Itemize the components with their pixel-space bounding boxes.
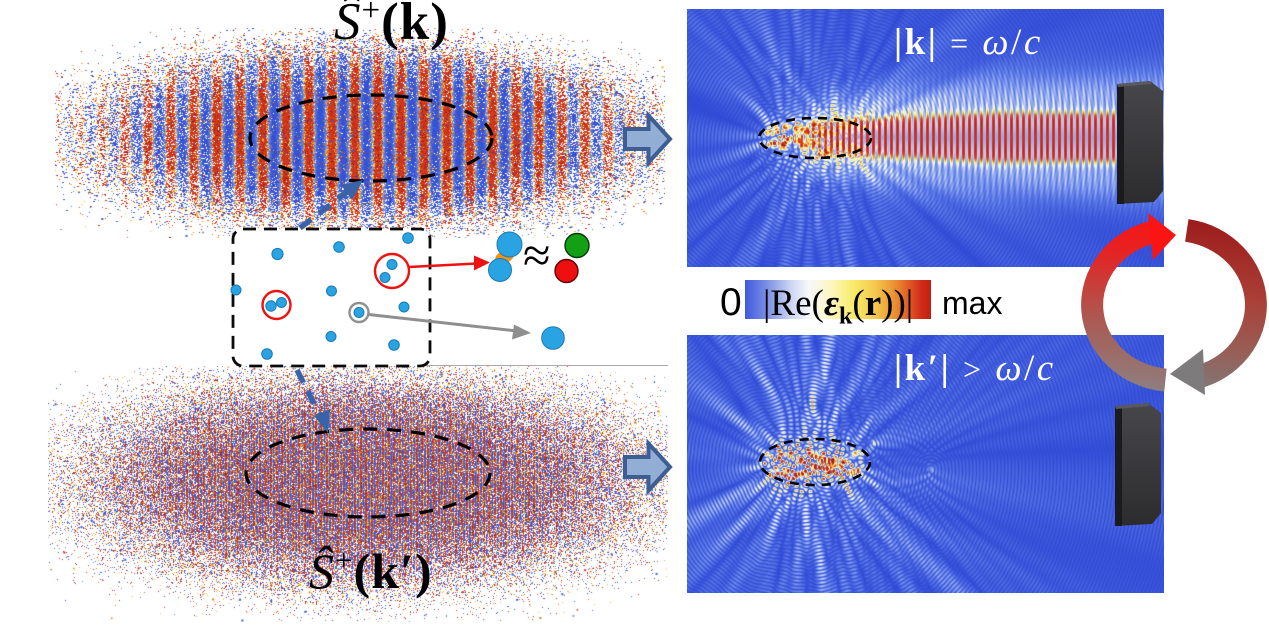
svg-text:≈: ≈ [523,227,550,283]
